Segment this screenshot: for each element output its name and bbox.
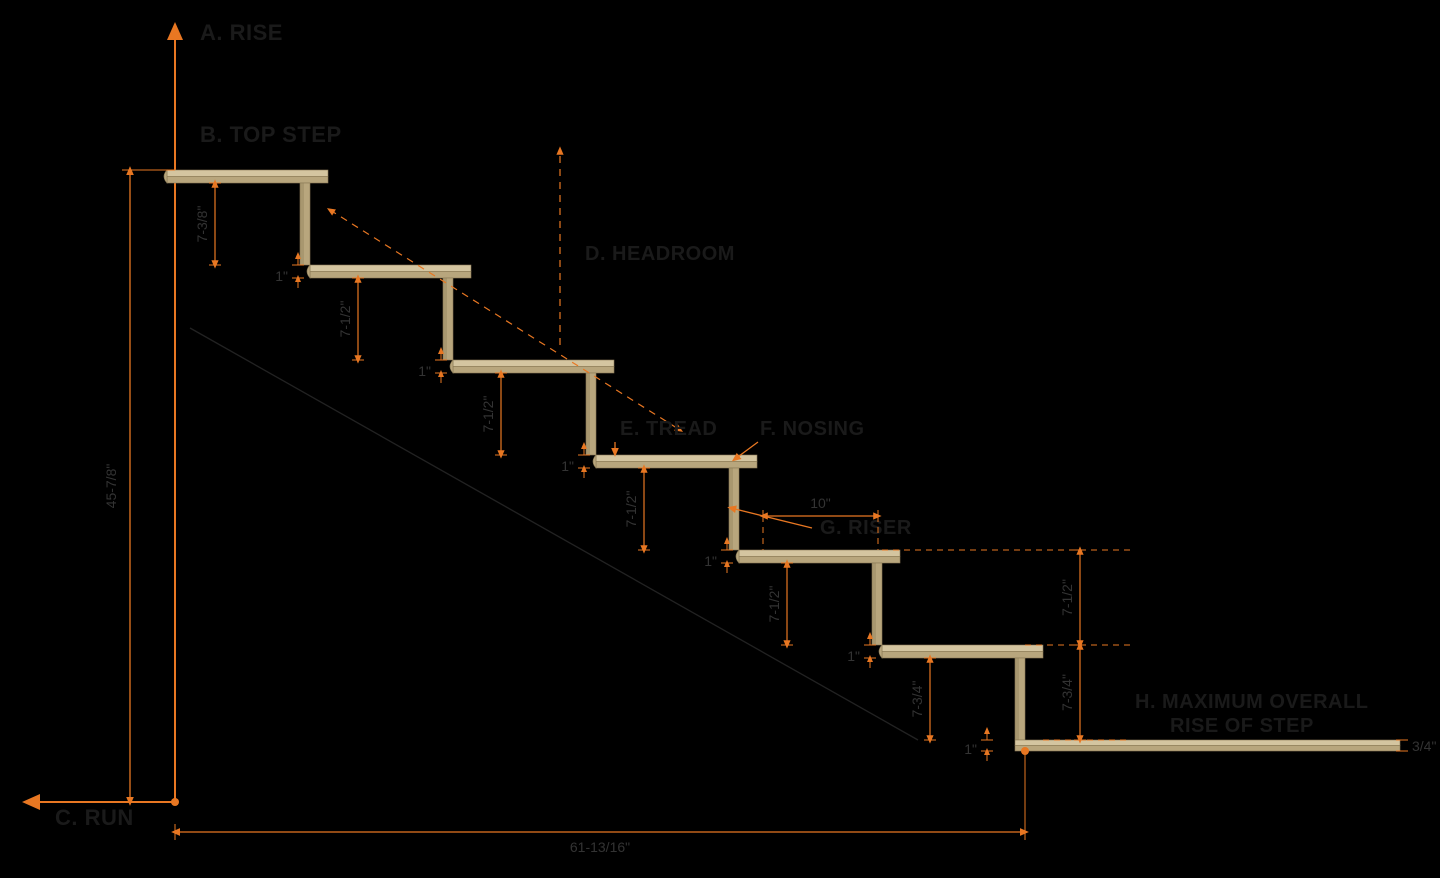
label-max-rise-2: RISE OF STEP <box>1170 715 1314 737</box>
svg-text:1": 1" <box>561 458 574 474</box>
stair-diagram: A. RISE C. RUN B. TOP STEP 7-3/8" 7-1/2" 7-1/… <box>0 0 1440 878</box>
label-rise: A. RISE <box>200 20 283 45</box>
dim-floor-thickness: 3/4" <box>1412 738 1436 754</box>
svg-text:7-1/2": 7-1/2" <box>766 586 782 623</box>
svg-text:1": 1" <box>704 553 717 569</box>
svg-text:7-1/2": 7-1/2" <box>480 396 496 433</box>
svg-text:7-3/4": 7-3/4" <box>909 681 925 718</box>
dim-total-rise: 45-7/8" <box>103 464 119 509</box>
dim-tread-width: 10" <box>810 495 831 511</box>
label-run: C. RUN <box>55 805 134 830</box>
label-nosing: F. NOSING <box>760 418 865 440</box>
svg-text:7-1/2": 7-1/2" <box>623 491 639 528</box>
svg-text:7-1/2": 7-1/2" <box>337 301 353 338</box>
svg-text:1": 1" <box>275 268 288 284</box>
floor-slab <box>1015 740 1400 746</box>
svg-text:7-1/2": 7-1/2" <box>1059 579 1075 616</box>
svg-text:7-3/4": 7-3/4" <box>1059 674 1075 711</box>
label-max-rise-1: H. MAXIMUM OVERALL <box>1135 691 1368 713</box>
label-riser: G. RISER <box>820 517 912 539</box>
svg-text:7-3/8": 7-3/8" <box>194 206 210 243</box>
svg-text:1": 1" <box>847 648 860 664</box>
dim-total-run: 61-13/16" <box>570 839 630 855</box>
svg-text:1": 1" <box>418 363 431 379</box>
label-headroom: D. HEADROOM <box>585 243 735 265</box>
label-top-step: B. TOP STEP <box>200 122 342 147</box>
svg-text:1": 1" <box>964 741 977 757</box>
label-tread: E. TREAD <box>620 418 717 440</box>
